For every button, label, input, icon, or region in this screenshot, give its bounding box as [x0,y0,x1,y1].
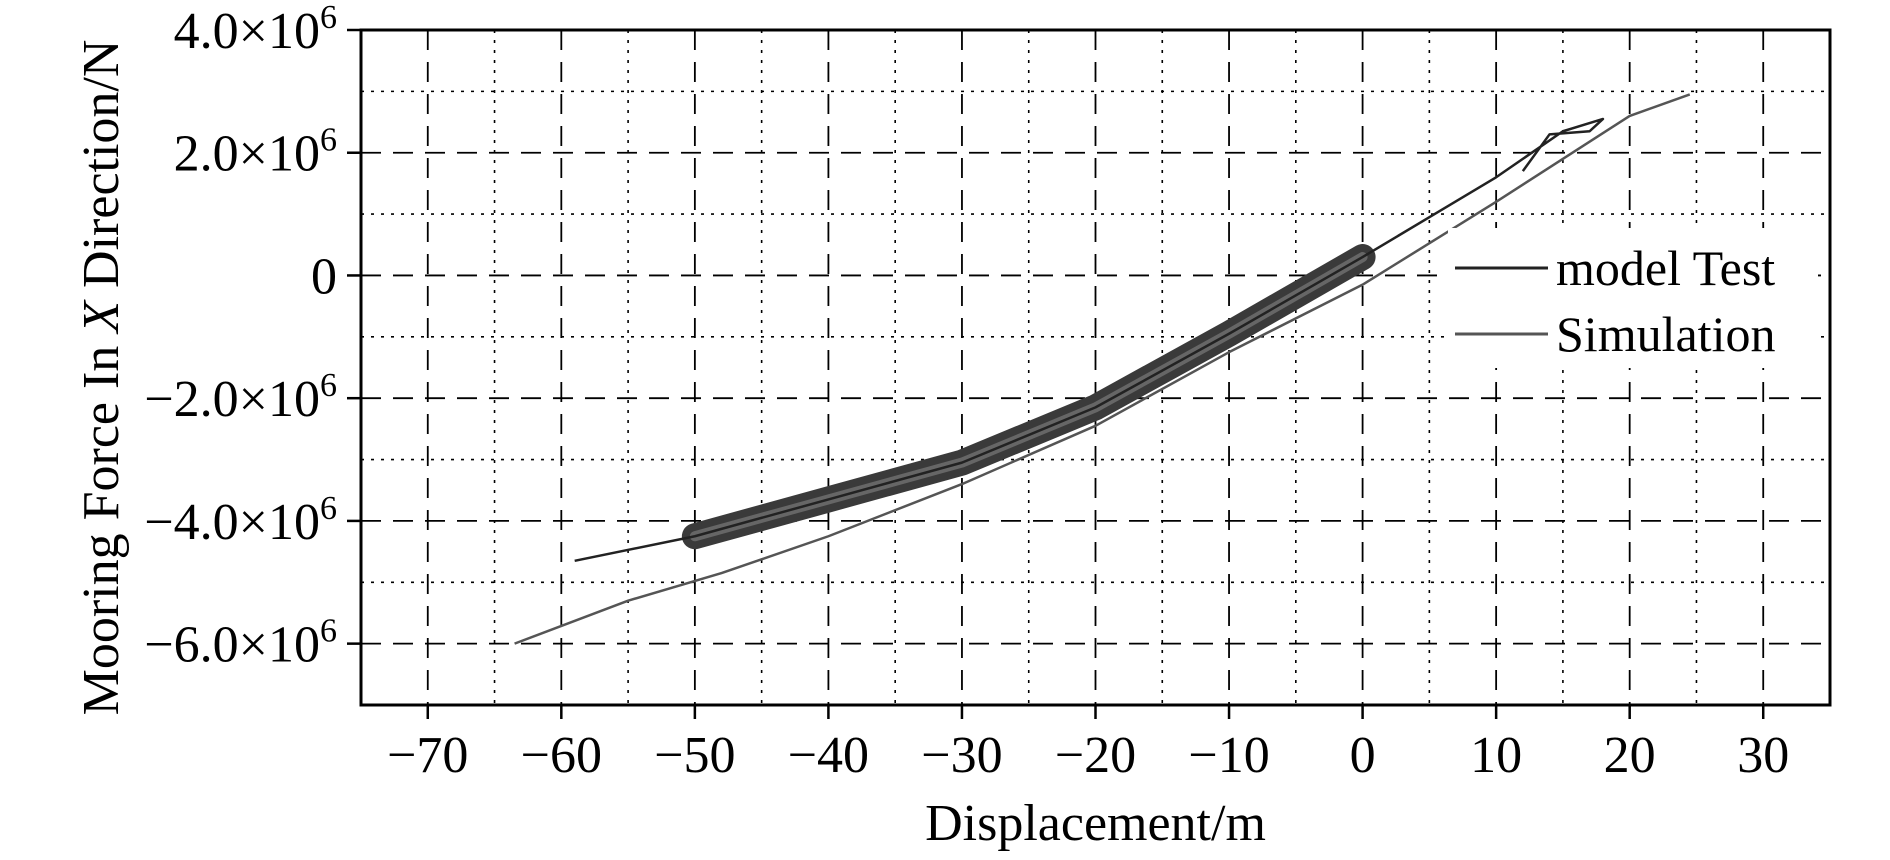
y-axis-title-suffix: Direction/N [73,40,130,301]
dense-loop-band [681,244,1376,550]
x-tick-label: 30 [1737,727,1789,784]
y-tick-label: −6.0×106 [144,613,337,674]
x-axis-ticks: −70 −60 −50 −40 −30 −20 −10 0 10 20 30 [387,705,1789,784]
x-tick-label: −40 [788,727,869,784]
data-band [681,244,1376,550]
legend-label-model-test: model Test [1556,240,1775,296]
x-tick-label: 10 [1470,727,1522,784]
x-tick-label: 0 [1350,727,1376,784]
y-axis-ticks: 4.0×106 2.0×106 0 −2.0×106 −4.0×106 −6.0×106 [144,0,361,674]
legend-background [1448,228,1818,368]
dense-loop-band-core [689,252,1368,542]
x-tick-label: −30 [921,727,1002,784]
x-tick-label: −20 [1055,727,1136,784]
x-tick-label: 20 [1604,727,1656,784]
y-axis-title-italic: X [73,299,130,335]
series-line-0 [574,117,1605,563]
x-tick-label: −10 [1188,727,1269,784]
y-tick-label: −4.0×106 [144,490,337,551]
y-tick-label: 0 [311,248,337,305]
x-tick-label: −70 [387,727,468,784]
y-tick-label: 2.0×106 [174,122,337,183]
y-tick-label: 4.0×106 [174,0,337,60]
x-axis-title: Displacement/m [925,795,1266,852]
y-axis-title: Mooring Force In X Direction/N [73,40,130,716]
y-tick-label: −2.0×106 [144,367,337,428]
x-tick-label: −60 [521,727,602,784]
legend-label-simulation: Simulation [1556,306,1775,362]
y-axis-title-prefix: Mooring Force In [73,333,130,716]
x-tick-label: −50 [654,727,735,784]
series-lines [514,93,1691,645]
series-line-1 [514,93,1691,645]
legend: model Test Simulation [1448,228,1818,368]
